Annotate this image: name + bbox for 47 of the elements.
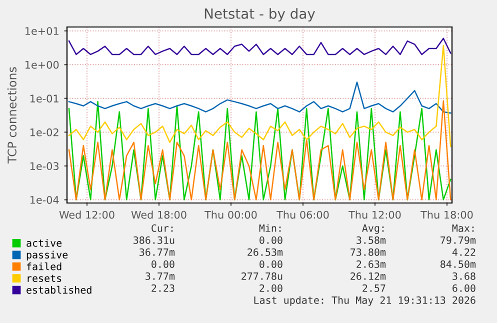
text: Min: bbox=[259, 224, 281, 232]
text: 36.77m bbox=[140, 248, 175, 256]
x-tick-label: Wed 18:00 bbox=[131, 210, 186, 219]
text: 4.22 bbox=[452, 248, 476, 256]
legend-label: resets bbox=[28, 274, 62, 282]
legend-label: established bbox=[26, 286, 92, 294]
text: 26.12m bbox=[350, 272, 386, 280]
y-tick-label: 1e+00 bbox=[25, 60, 59, 69]
text: 386.31u bbox=[134, 236, 174, 244]
text: 26.53m bbox=[248, 248, 283, 256]
text: 79.79m bbox=[440, 236, 476, 244]
y-axis-title: TCP connections bbox=[7, 67, 16, 164]
line-series bbox=[68, 38, 452, 56]
text: 0.00 bbox=[152, 260, 174, 268]
legend-label: passive bbox=[26, 250, 68, 260]
text: Last update: Thu May 21 19:31:13 2026 bbox=[254, 296, 476, 306]
x-tick-label: Thu 00:00 bbox=[204, 210, 257, 219]
y-tick-label: 1e-03 bbox=[30, 162, 59, 170]
y-tick-label: 1e-01 bbox=[30, 94, 58, 103]
text: 277.78u bbox=[242, 272, 282, 280]
x-tick-label: Thu 18:00 bbox=[420, 210, 473, 219]
text: 0.00 bbox=[260, 260, 282, 268]
text: 0.00 bbox=[260, 236, 282, 244]
y-tick-label: 1e+01 bbox=[25, 27, 58, 35]
text: 84.50m bbox=[440, 260, 476, 268]
legend-label: active bbox=[26, 239, 62, 247]
y-tick-label: 1e-04 bbox=[30, 196, 59, 204]
text: 73.80m bbox=[350, 248, 386, 256]
text: 2.57 bbox=[362, 284, 386, 292]
text: 3.77m bbox=[146, 272, 175, 280]
y-tick-label: 1e-02 bbox=[30, 128, 58, 136]
legend-label: failed bbox=[26, 262, 62, 270]
text: 6.00 bbox=[452, 284, 476, 292]
line-series bbox=[68, 44, 452, 148]
chart-title: Netstat - by day bbox=[204, 8, 316, 22]
x-tick-label: Wed 12:00 bbox=[59, 210, 114, 219]
x-tick-label: Thu 06:00 bbox=[276, 210, 329, 219]
text: 2.00 bbox=[260, 284, 282, 292]
x-tick-label: Thu 12:00 bbox=[348, 210, 401, 219]
text: Max: bbox=[452, 224, 474, 232]
text: Cur: bbox=[152, 224, 173, 232]
text: 3.68 bbox=[452, 272, 476, 280]
text: 2.63m bbox=[356, 260, 386, 268]
text: Avg: bbox=[362, 224, 384, 234]
line-series bbox=[68, 82, 452, 114]
text: 2.23 bbox=[152, 284, 174, 292]
text: 3.58m bbox=[356, 236, 386, 244]
